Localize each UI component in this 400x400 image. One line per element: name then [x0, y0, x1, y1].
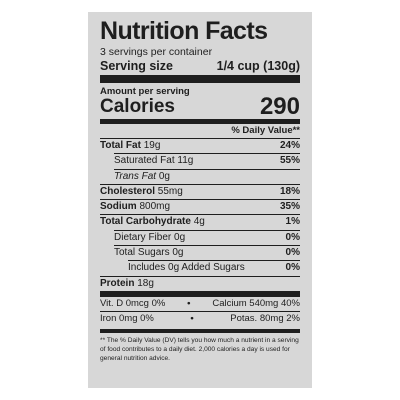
nutrient-row: Saturated Fat 11g 55% — [114, 153, 300, 168]
amount-per-serving: Amount per serving — [100, 86, 190, 97]
nutrient-amount: 4g — [193, 216, 205, 228]
nutrient-amount: 19g — [143, 140, 161, 151]
nutrient-amount: 18g — [137, 277, 154, 289]
nutrient-row: Total Sugars 0g 0% — [114, 245, 300, 260]
nutrient: Total Sugars 0g — [114, 246, 184, 260]
nutrient-amount: 0g — [172, 247, 184, 259]
calories-label: Calories — [100, 96, 175, 117]
serving-size: Serving size 1/4 cup (130g) — [100, 59, 300, 83]
nutrient-label: Includes 0g Added Sugars — [128, 262, 245, 274]
calories: Calories 290 — [100, 93, 300, 124]
nutrient-amount: 55mg — [157, 185, 183, 197]
nutrient-row: Includes 0g Added Sugars 0% — [128, 260, 300, 275]
nutrient-row: Total Carbohydrate 4g 1% — [100, 214, 300, 229]
nutrient-label: Trans Fat — [114, 170, 157, 182]
nutrient-amount: 11g — [177, 155, 194, 167]
nutrient-amount: 0g — [174, 231, 186, 243]
micronutrients: Vit. D 0mcg 0% • Calcium 540mg 40% Iron 0mg… — [100, 297, 300, 327]
micro: Vit. D 0mcg 0% — [100, 297, 166, 309]
nutrient-row: Total Fat 19g 24% — [100, 138, 300, 153]
daily-value: 35% — [279, 201, 300, 213]
daily-value: 0% — [285, 231, 300, 243]
nutrient: Protein 18g — [100, 277, 154, 291]
nutrient-row: Sodium 800mg 35% — [100, 199, 300, 214]
serving-size-value: 1/4 cup (130g) — [216, 59, 300, 73]
nutrient-amount: 800mg — [139, 201, 171, 213]
micro-row: Vit. D 0mcg 0% • Calcium 540mg 40% — [100, 297, 300, 312]
nutrient-row: Trans Fat 0g — [114, 168, 300, 184]
nutrient: Trans Fat 0g — [114, 170, 170, 184]
dv-header: % Daily Value** — [231, 125, 300, 136]
nutrition-label: Nutrition Facts 3 servings per container… — [88, 12, 312, 388]
nutrient-label: Sodium — [100, 201, 137, 213]
servings: 3 servings per container — [100, 46, 213, 58]
bullet: • — [190, 313, 194, 325]
nutrient: Total Fat 19g — [100, 139, 160, 153]
daily-value: 24% — [279, 140, 300, 151]
nutrient: Total Carbohydrate 4g — [100, 215, 205, 229]
footnote: ** The % Daily Value (DV) tells you how … — [100, 328, 300, 363]
micro-row: Iron 0mg 0% • Potas. 80mg 2% — [100, 311, 300, 327]
nutrient-label: Total Sugars — [114, 247, 170, 259]
micro: Calcium 540mg 40% — [212, 297, 300, 309]
daily-value: 0% — [285, 247, 300, 259]
nutrient-label: Total Carbohydrate — [100, 216, 191, 228]
nutrient-row: Dietary Fiber 0g 0% — [114, 229, 300, 245]
nutrient-amount: 0g — [158, 170, 170, 182]
nutrient-label: Dietary Fiber — [114, 231, 172, 243]
nutrient-label: Saturated Fat — [114, 155, 175, 167]
nutrient: Cholesterol 55mg — [100, 185, 183, 199]
nutrient-label: Total Fat — [100, 140, 141, 151]
daily-value: 1% — [285, 216, 300, 228]
micro: Iron 0mg 0% — [100, 313, 154, 325]
nutrient: Saturated Fat 11g — [114, 154, 193, 168]
serving-size-label: Serving size — [100, 59, 173, 73]
nutrient: Includes 0g Added Sugars — [128, 261, 245, 275]
micro: Potas. 80mg 2% — [230, 313, 300, 325]
daily-value: 18% — [279, 185, 300, 197]
nutrient: Dietary Fiber 0g — [114, 231, 185, 245]
daily-value: 0% — [285, 262, 300, 274]
daily-value: 55% — [279, 155, 300, 167]
nutrient-label: Cholesterol — [100, 185, 156, 197]
nutrient: Sodium 800mg — [100, 200, 170, 214]
nutrient-label: Protein — [100, 277, 135, 289]
nutrient-row: Protein 18g — [100, 275, 300, 297]
bullet: • — [187, 297, 191, 309]
title: Nutrition Facts — [100, 17, 268, 45]
nutrient-rows: Total Fat 19g 24% Saturated Fat 11g 55% Tran… — [100, 138, 300, 297]
calories-value: 290 — [259, 93, 300, 120]
nutrient-row: Cholesterol 55mg 18% — [100, 183, 300, 199]
